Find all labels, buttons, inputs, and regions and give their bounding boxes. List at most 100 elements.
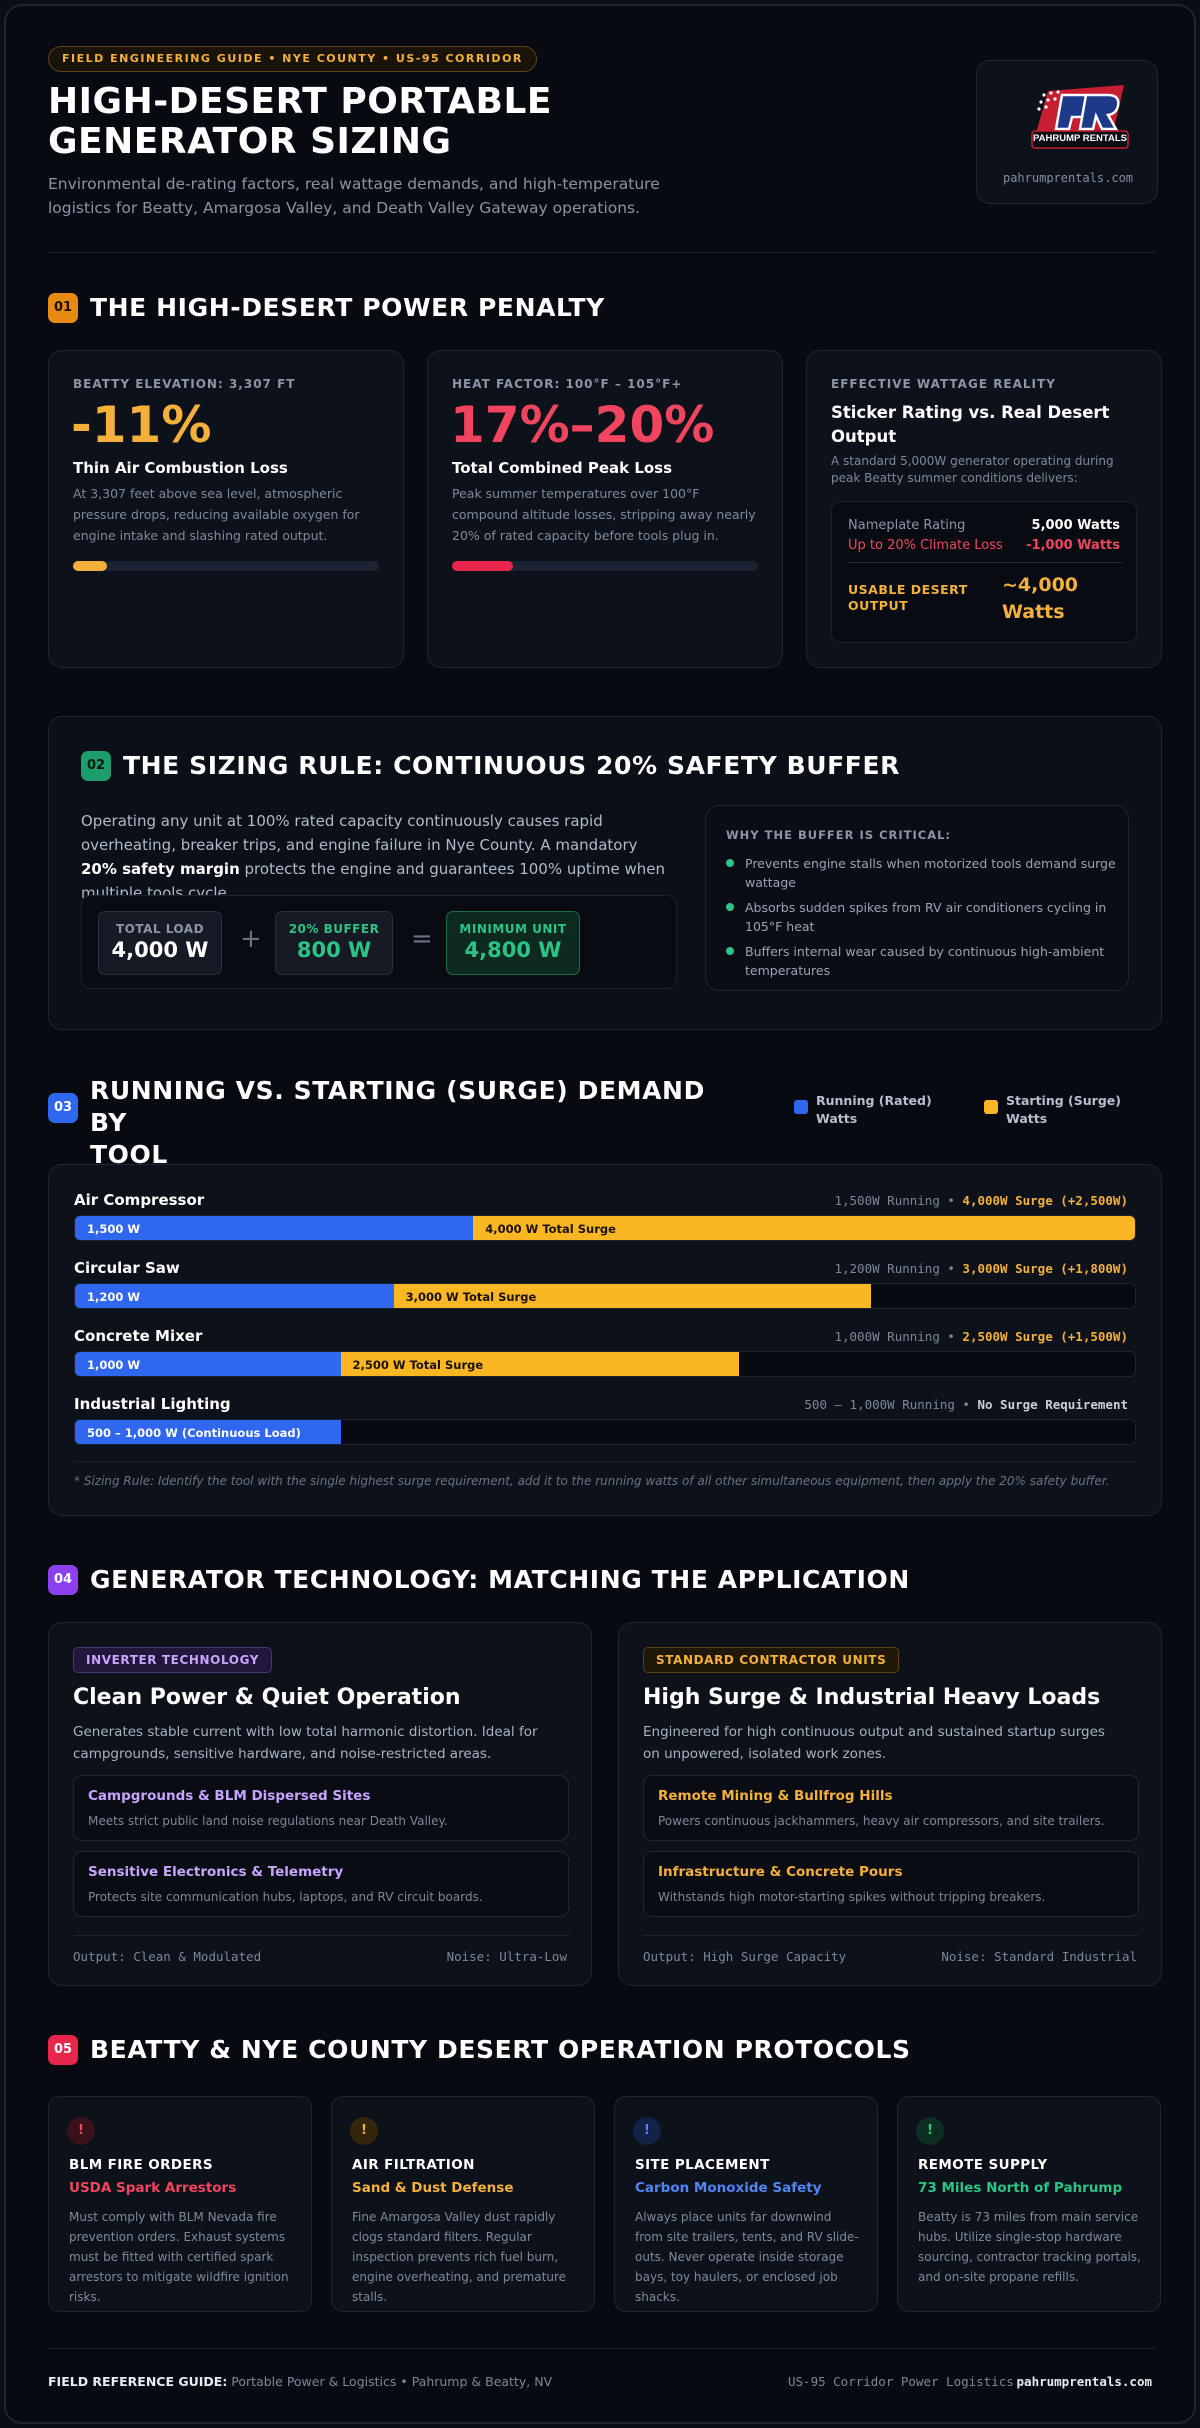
inverter-title: Clean Power & Quiet Operation [73, 1685, 461, 1710]
elevation-loss-fill [73, 561, 107, 571]
protocol-title: BLM FIRE ORDERS [69, 2157, 214, 2173]
inverter-output: Output: Clean & Modulated [73, 1949, 262, 1964]
logo-url[interactable]: pahrumprentals.com [1002, 171, 1134, 185]
protocol-text: Beatty is 73 miles from main service hub… [918, 2210, 1141, 2284]
inverter-use-case: Campgrounds & BLM Dispersed Sites Meets … [73, 1775, 569, 1841]
tool-name: Concrete Mixer [74, 1327, 203, 1345]
minimum-unit-pill: MINIMUM UNIT 4,800 W [446, 911, 580, 975]
running-bar-label: 1,500 W [87, 1222, 141, 1236]
heat-label: HEAT FACTOR: 100°F – 105°F+ [452, 377, 683, 391]
logo-card[interactable]: PAHRUMP RENTALS pahrumprentals.com [976, 60, 1158, 204]
tool-name: Circular Saw [74, 1259, 180, 1277]
tool-wattage-info: 500 – 1,000W Running • No Surge Requirem… [804, 1397, 1128, 1412]
contractor-footer-divider [643, 1935, 1139, 1936]
fire-warning-icon: ! [67, 2117, 95, 2145]
protocol-card-fire: ! BLM FIRE ORDERS USDA Spark Arrestors M… [48, 2096, 312, 2312]
tool-bar-track: 500 – 1,000 W (Continuous Load) [74, 1419, 1136, 1445]
running-bar [75, 1352, 341, 1376]
tool-bar-track: 4,000 W Total Surge 1,500 W [74, 1215, 1136, 1241]
elevation-card-title: Thin Air Combustion Loss [73, 459, 288, 477]
wattage-reality-text: A standard 5,000W generator operating du… [831, 454, 1114, 485]
protocol-subtitle: 73 Miles North of Pahrump [918, 2180, 1123, 2196]
running-bar [75, 1420, 341, 1444]
elevation-loss-bar [73, 561, 379, 571]
legend-running-swatch [794, 1100, 808, 1114]
section-number-03: 03 [48, 1093, 78, 1123]
inverter-use-case: Sensitive Electronics & Telemetry Protec… [73, 1851, 569, 1917]
header-divider [48, 252, 1156, 253]
surge-bar-label: 4,000 W Total Surge [485, 1222, 616, 1236]
contractor-output: Output: High Surge Capacity [643, 1949, 847, 1964]
infographic-page: FIELD ENGINEERING GUIDE • NYE COUNTY • U… [4, 4, 1196, 2424]
protocol-subtitle: Carbon Monoxide Safety [635, 2180, 822, 2196]
contractor-card: STANDARD CONTRACTOR UNITS High Surge & I… [618, 1622, 1162, 1986]
contractor-use-case: Remote Mining & Bullfrog Hills Powers co… [643, 1775, 1139, 1841]
tool-name: Industrial Lighting [74, 1395, 231, 1413]
usable-output-label: USABLE DESERT OUTPUT [848, 582, 968, 613]
protocol-title: AIR FILTRATION [352, 2157, 475, 2173]
header-tag: FIELD ENGINEERING GUIDE • NYE COUNTY • U… [48, 46, 537, 72]
protocol-title: REMOTE SUPPLY [918, 2157, 1048, 2173]
page-subtitle: Environmental de-rating factors, real wa… [48, 175, 660, 217]
footer-divider [48, 2348, 1156, 2349]
running-bar-label: 1,200 W [87, 1290, 141, 1304]
running-bar [75, 1284, 394, 1308]
protocol-title: SITE PLACEMENT [635, 2157, 770, 2173]
protocol-subtitle: USDA Spark Arrestors [69, 2180, 237, 2196]
wattage-reality-card: EFFECTIVE WATTAGE REALITY Sticker Rating… [806, 350, 1162, 668]
buffer-reasons-box: WHY THE BUFFER IS CRITICAL: Prevents eng… [705, 805, 1129, 991]
running-bar-label: 1,000 W [87, 1358, 141, 1372]
buffer-reason-item: Buffers internal wear caused by continuo… [726, 942, 1116, 980]
sizing-rule-text: Operating any unit at 100% rated capacit… [81, 812, 666, 902]
surge-bar-label: 2,500 W Total Surge [352, 1358, 484, 1372]
sizing-formula: TOTAL LOAD 4,000 W + 20% BUFFER 800 W = … [81, 895, 677, 989]
tool-bar-track: 2,500 W Total Surge 1,000 W [74, 1351, 1136, 1377]
surge-bar [340, 1352, 739, 1376]
wattage-reality-title: Sticker Rating vs. Real Desert Output [831, 403, 1110, 446]
supply-warning-icon: ! [916, 2117, 944, 2145]
tool-wattage-info: 1,000W Running • 2,500W Surge (+1,500W) [834, 1329, 1128, 1344]
section-number-02: 02 [81, 751, 111, 781]
nameplate-value: 5,000 Watts [1031, 518, 1120, 533]
footer-corridor: US-95 Corridor Power Logistics [788, 2374, 1014, 2389]
climate-loss-label: Up to 20% Climate Loss [848, 538, 1003, 553]
protocol-card-air-filtration: ! AIR FILTRATION Sand & Dust Defense Fin… [331, 2096, 595, 2312]
protocol-card-remote-supply: ! REMOTE SUPPLY 73 Miles North of Pahrum… [897, 2096, 1161, 2312]
surge-bar [393, 1284, 872, 1308]
wattage-breakdown: Nameplate Rating 5,000 Watts Up to 20% C… [831, 501, 1137, 643]
section-title-surge-demand: RUNNING VS. STARTING (SURGE) DEMAND BY T… [90, 1076, 705, 1169]
footer-reference: FIELD REFERENCE GUIDE: Portable Power & … [48, 2374, 553, 2389]
section-title-power-penalty: THE HIGH-DESERT POWER PENALTY [90, 293, 605, 322]
running-bar-label: 500 – 1,000 W (Continuous Load) [87, 1426, 301, 1440]
sizing-rule-note: * Sizing Rule: Identify the tool with th… [74, 1474, 1110, 1488]
elevation-loss-value: -11% [71, 396, 212, 454]
surge-bar [473, 1216, 1135, 1240]
equals-operator: = [411, 924, 433, 954]
legend-surge-swatch [984, 1100, 998, 1114]
footer-url-link[interactable]: pahrumprentals.com [1016, 2374, 1152, 2389]
elevation-card: BEATTY ELEVATION: 3,307 FT -11% Thin Air… [48, 350, 404, 668]
tool-wattage-info: 1,200W Running • 3,000W Surge (+1,800W) [834, 1261, 1128, 1276]
heat-loss-fill [452, 561, 514, 571]
placement-warning-icon: ! [633, 2117, 661, 2145]
buffer-reasons-title: WHY THE BUFFER IS CRITICAL: [726, 828, 952, 842]
heat-card-title: Total Combined Peak Loss [452, 459, 673, 477]
section-number-04: 04 [48, 1565, 78, 1595]
section-title-protocols: BEATTY & NYE COUNTY DESERT OPERATION PRO… [90, 2035, 911, 2064]
inverter-noise: Noise: Ultra-Low [446, 1949, 567, 1964]
svg-text:PAHRUMP RENTALS: PAHRUMP RENTALS [1033, 133, 1127, 144]
tool-wattage-info: 1,500W Running • 4,000W Surge (+2,500W) [834, 1193, 1128, 1208]
contractor-text: Engineered for high continuous output an… [643, 1724, 1105, 1762]
climate-loss-value: -1,000 Watts [1026, 538, 1120, 553]
dust-warning-icon: ! [350, 2117, 378, 2145]
tool-name: Air Compressor [74, 1191, 205, 1209]
protocol-card-site-placement: ! SITE PLACEMENT Carbon Monoxide Safety … [614, 2096, 878, 2312]
buffer-pill: 20% BUFFER 800 W [275, 911, 393, 975]
heat-loss-value: 17%–20% [450, 396, 715, 454]
nameplate-label: Nameplate Rating [848, 518, 966, 533]
breakdown-divider [848, 562, 1122, 563]
inverter-tag: INVERTER TECHNOLOGY [73, 1647, 273, 1673]
section-title-sizing-rule: THE SIZING RULE: CONTINUOUS 20% SAFETY B… [123, 751, 901, 780]
contractor-tag: STANDARD CONTRACTOR UNITS [643, 1647, 900, 1673]
elevation-card-text: At 3,307 feet above sea level, atmospher… [73, 486, 360, 543]
